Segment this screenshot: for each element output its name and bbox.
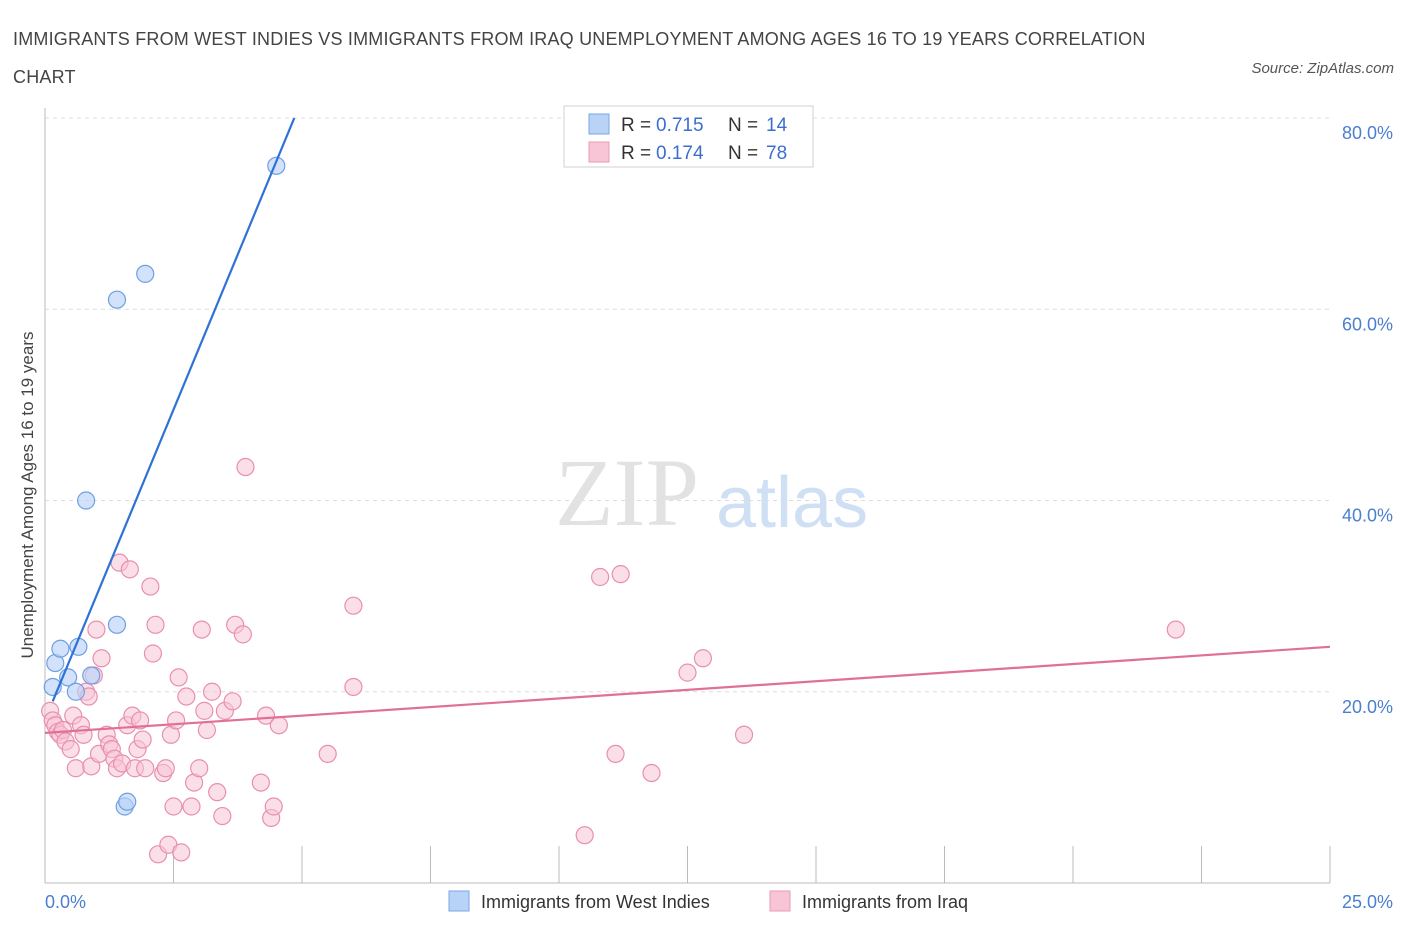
iraq-point: [208, 783, 227, 802]
iraq-point: [146, 615, 165, 634]
iraq-point: [92, 649, 111, 668]
legend-n-label-iraq: N =: [728, 143, 758, 164]
iraq-point: [213, 806, 232, 826]
legend-r-label-iraq: R =: [621, 143, 651, 164]
iraq-point: [344, 596, 363, 615]
west-indies-point: [118, 792, 137, 811]
iraq-point: [190, 759, 209, 778]
iraq-point: [575, 826, 594, 845]
iraq-point: [130, 711, 150, 730]
west-indies-point: [107, 615, 127, 634]
west-indies-point: [51, 639, 70, 658]
iraq-point: [642, 763, 661, 783]
iraq-point: [1166, 620, 1185, 639]
legend-r-value-west-indies: 0.715: [656, 115, 704, 136]
iraq-point: [172, 843, 191, 862]
watermark-zip: ZIP: [555, 439, 699, 546]
iraq-point: [141, 577, 160, 596]
iraq-point: [192, 620, 211, 639]
tick-labels: 20.0% 40.0% 60.0% 80.0% 0.0% 25.0%: [45, 123, 1393, 912]
y-tick-label: 60.0%: [1342, 314, 1393, 334]
iraq-trendline: [44, 645, 1331, 734]
west-indies-point: [107, 290, 127, 309]
iraq-point: [166, 711, 186, 730]
legend-n-value-west-indies: 14: [766, 115, 788, 136]
legend-n-value-iraq: 78: [766, 143, 787, 164]
iraq-point: [143, 644, 163, 663]
series-legend: Immigrants from West Indies Immigrants f…: [448, 890, 968, 912]
iraq-point: [611, 565, 630, 584]
iraq-point: [678, 663, 697, 682]
iraq-point: [164, 797, 183, 816]
trendlines: [44, 117, 1331, 734]
iraq-point: [136, 759, 155, 778]
iraq-point: [256, 706, 276, 725]
iraq-point: [344, 677, 363, 697]
y-axis-label: Unemployment Among Ages 16 to 19 years: [18, 332, 37, 659]
grid-lines: [45, 117, 1330, 693]
watermark-atlas: atlas: [716, 463, 868, 543]
iraq-point: [223, 692, 242, 711]
iraq-point: [202, 682, 222, 701]
iraq-point: [133, 730, 152, 749]
iraq-point: [264, 797, 283, 816]
iraq-point: [61, 740, 80, 759]
iraq-point: [177, 687, 196, 706]
west-indies-trendline: [51, 117, 296, 702]
west-indies-point: [82, 666, 101, 685]
iraq-point: [591, 567, 610, 587]
iraq-point: [269, 716, 288, 735]
legend-swatch-west-indies: [588, 113, 610, 135]
legend-r-label-west-indies: R =: [621, 115, 651, 136]
y-tick-label: 20.0%: [1342, 697, 1393, 717]
legend-swatch-iraq: [588, 141, 610, 163]
iraq-point: [87, 620, 106, 639]
chart-title: IMMIGRANTS FROM WEST INDIES VS IMMIGRANT…: [13, 29, 1146, 87]
iraq-point: [182, 797, 201, 816]
iraq-point: [606, 744, 625, 764]
iraq-point: [693, 649, 713, 668]
iraq-point: [251, 773, 270, 792]
legend-n-label-west-indies: N =: [728, 115, 758, 136]
correlation-legend: R = 0.715 N = 14 R = 0.174 N = 78: [563, 105, 814, 168]
iraq-point: [120, 560, 139, 579]
iraq-point: [156, 759, 175, 778]
series-swatch-iraq: [769, 890, 791, 912]
y-tick-label: 80.0%: [1342, 123, 1393, 143]
legend-r-value-iraq: 0.174: [656, 143, 704, 164]
iraq-point: [233, 625, 252, 644]
y-tick-label: 40.0%: [1342, 506, 1393, 526]
series-swatch-west-indies: [448, 890, 470, 912]
iraq-point: [169, 668, 188, 687]
x-tick-label-min: 0.0%: [45, 892, 86, 912]
iraq-point: [195, 701, 214, 720]
watermark: ZIP atlas: [555, 439, 868, 546]
iraq-point: [66, 759, 85, 778]
series-label-iraq: Immigrants from Iraq: [802, 892, 968, 912]
source-credit: Source: ZipAtlas.com: [1251, 60, 1394, 77]
west-indies-point: [77, 491, 96, 510]
iraq-point: [236, 457, 255, 477]
west-indies-point: [136, 264, 155, 283]
iraq-point: [734, 725, 754, 744]
iraq-point: [318, 744, 337, 764]
x-tick-label-max: 25.0%: [1342, 892, 1393, 912]
west-indies-point: [66, 682, 85, 701]
iraq-point: [197, 720, 217, 740]
series-label-west-indies: Immigrants from West Indies: [481, 892, 710, 912]
